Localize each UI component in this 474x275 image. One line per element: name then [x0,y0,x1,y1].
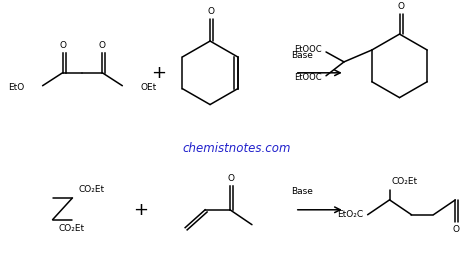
Text: CO₂Et: CO₂Et [392,177,418,186]
Text: CO₂Et: CO₂Et [58,224,85,233]
Text: O: O [59,40,66,50]
Text: OEt: OEt [140,83,156,92]
Text: EtO: EtO [9,83,25,92]
Text: EtO₂C: EtO₂C [337,210,364,219]
Text: Base: Base [291,51,313,60]
Text: O: O [208,7,215,16]
Text: CO₂Et: CO₂Et [79,185,105,194]
Text: Base: Base [291,188,313,196]
Text: O: O [397,2,404,11]
Text: O: O [99,40,106,50]
Text: EtOOC: EtOOC [294,45,322,54]
Text: +: + [151,64,166,82]
Text: O: O [228,174,235,183]
Text: chemistnotes.com: chemistnotes.com [183,142,291,155]
Text: EtOOC: EtOOC [294,73,322,82]
Text: +: + [133,201,148,219]
Text: O: O [453,225,460,234]
